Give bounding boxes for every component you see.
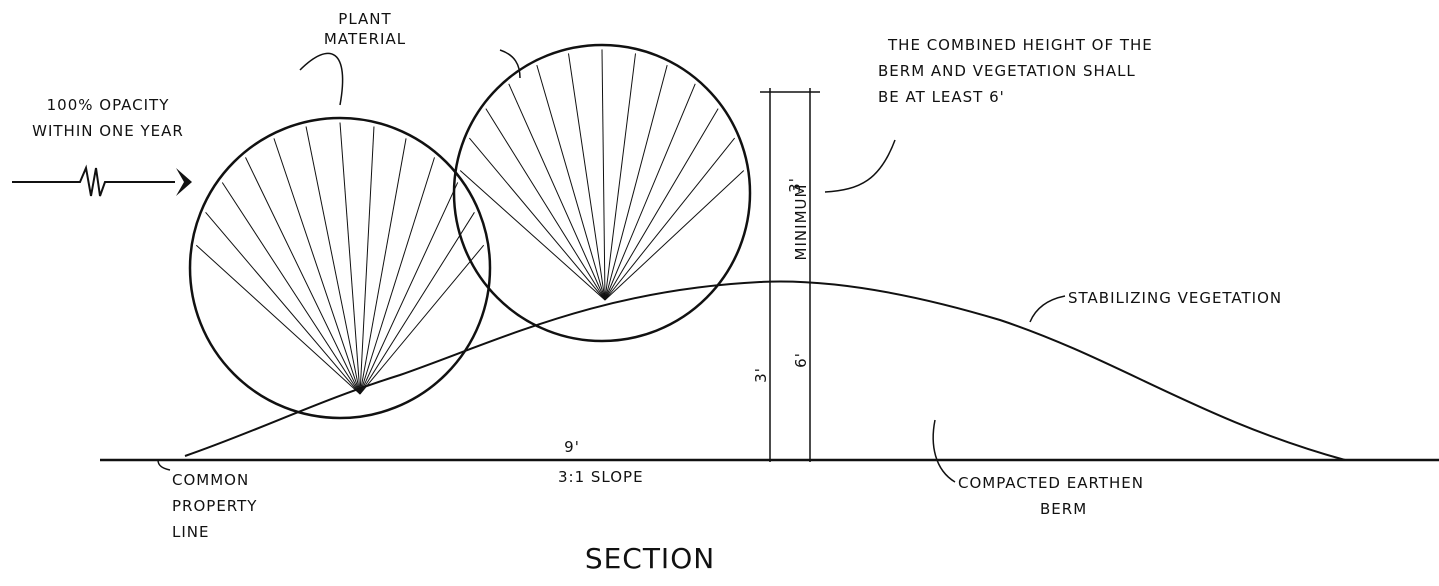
dimension-label: 3': [752, 367, 770, 383]
branch: [468, 137, 606, 301]
branch: [339, 122, 361, 395]
branch: [205, 211, 361, 395]
branch: [536, 64, 606, 301]
label-line: LINE: [172, 523, 209, 541]
branch: [604, 137, 736, 301]
vegetation-label: STABILIZING VEGETATION: [1068, 289, 1282, 307]
branch: [359, 138, 407, 395]
branch: [359, 212, 475, 395]
berm-label: COMPACTED EARTHEN BERM: [958, 474, 1144, 518]
combined-height-label: THE COMBINED HEIGHT OF THE BERM AND VEGET…: [878, 36, 1153, 106]
label-line: PLANT: [338, 10, 391, 28]
branch: [604, 64, 668, 301]
leader: [824, 139, 896, 193]
branch: [221, 182, 361, 395]
branch: [459, 170, 606, 301]
label-line: 100% OPACITY: [47, 96, 170, 114]
dimension-label: MINIMUM: [792, 184, 810, 261]
branch: [604, 53, 637, 301]
branch: [195, 244, 361, 395]
arrow-head: [176, 168, 192, 196]
diagram-title: SECTION: [585, 542, 715, 575]
label-line: BE AT LEAST 6': [878, 88, 1005, 106]
label-line: COMPACTED EARTHEN: [958, 474, 1144, 492]
leader: [157, 459, 171, 471]
branch: [567, 53, 606, 301]
plant-circle: [188, 116, 492, 420]
drawing: [12, 43, 1439, 483]
label-line: MATERIAL: [324, 30, 406, 48]
branch: [245, 157, 361, 395]
opacity-label: 100% OPACITY WITHIN ONE YEAR: [32, 96, 184, 140]
label-line: PROPERTY: [172, 497, 257, 515]
branch: [359, 126, 375, 395]
plant-material-label: PLANT MATERIAL: [324, 10, 406, 48]
label-line: COMMON: [172, 471, 249, 489]
label-line: WITHIN ONE YEAR: [32, 122, 184, 140]
label-line: BERM AND VEGETATION SHALL: [878, 62, 1136, 80]
leader: [499, 49, 521, 79]
branch: [508, 83, 606, 301]
label-line: THE COMBINED HEIGHT OF THE: [887, 36, 1153, 54]
branch: [604, 170, 745, 301]
dimension-label: 6': [792, 352, 810, 368]
property-line-label: COMMON PROPERTY LINE: [172, 471, 257, 541]
branch: [485, 108, 606, 301]
leader: [932, 419, 956, 483]
branch: [273, 138, 361, 395]
leader: [299, 52, 344, 106]
dimension-label: 9': [564, 438, 580, 456]
label-line: BERM: [1040, 500, 1087, 518]
branch: [359, 157, 435, 395]
plant-circle: [452, 43, 752, 343]
branch: [305, 126, 361, 395]
plant-branches: [195, 49, 745, 395]
branch: [604, 108, 719, 301]
slope-label: 3:1 SLOPE: [558, 468, 644, 486]
berm-outline: [184, 280, 1346, 461]
dimension-label: 3': [786, 177, 804, 193]
branch: [604, 83, 696, 301]
wind-arrow: [12, 164, 175, 197]
branch: [359, 244, 485, 395]
branch: [359, 182, 459, 395]
branch: [601, 49, 606, 301]
leader: [1029, 295, 1066, 323]
